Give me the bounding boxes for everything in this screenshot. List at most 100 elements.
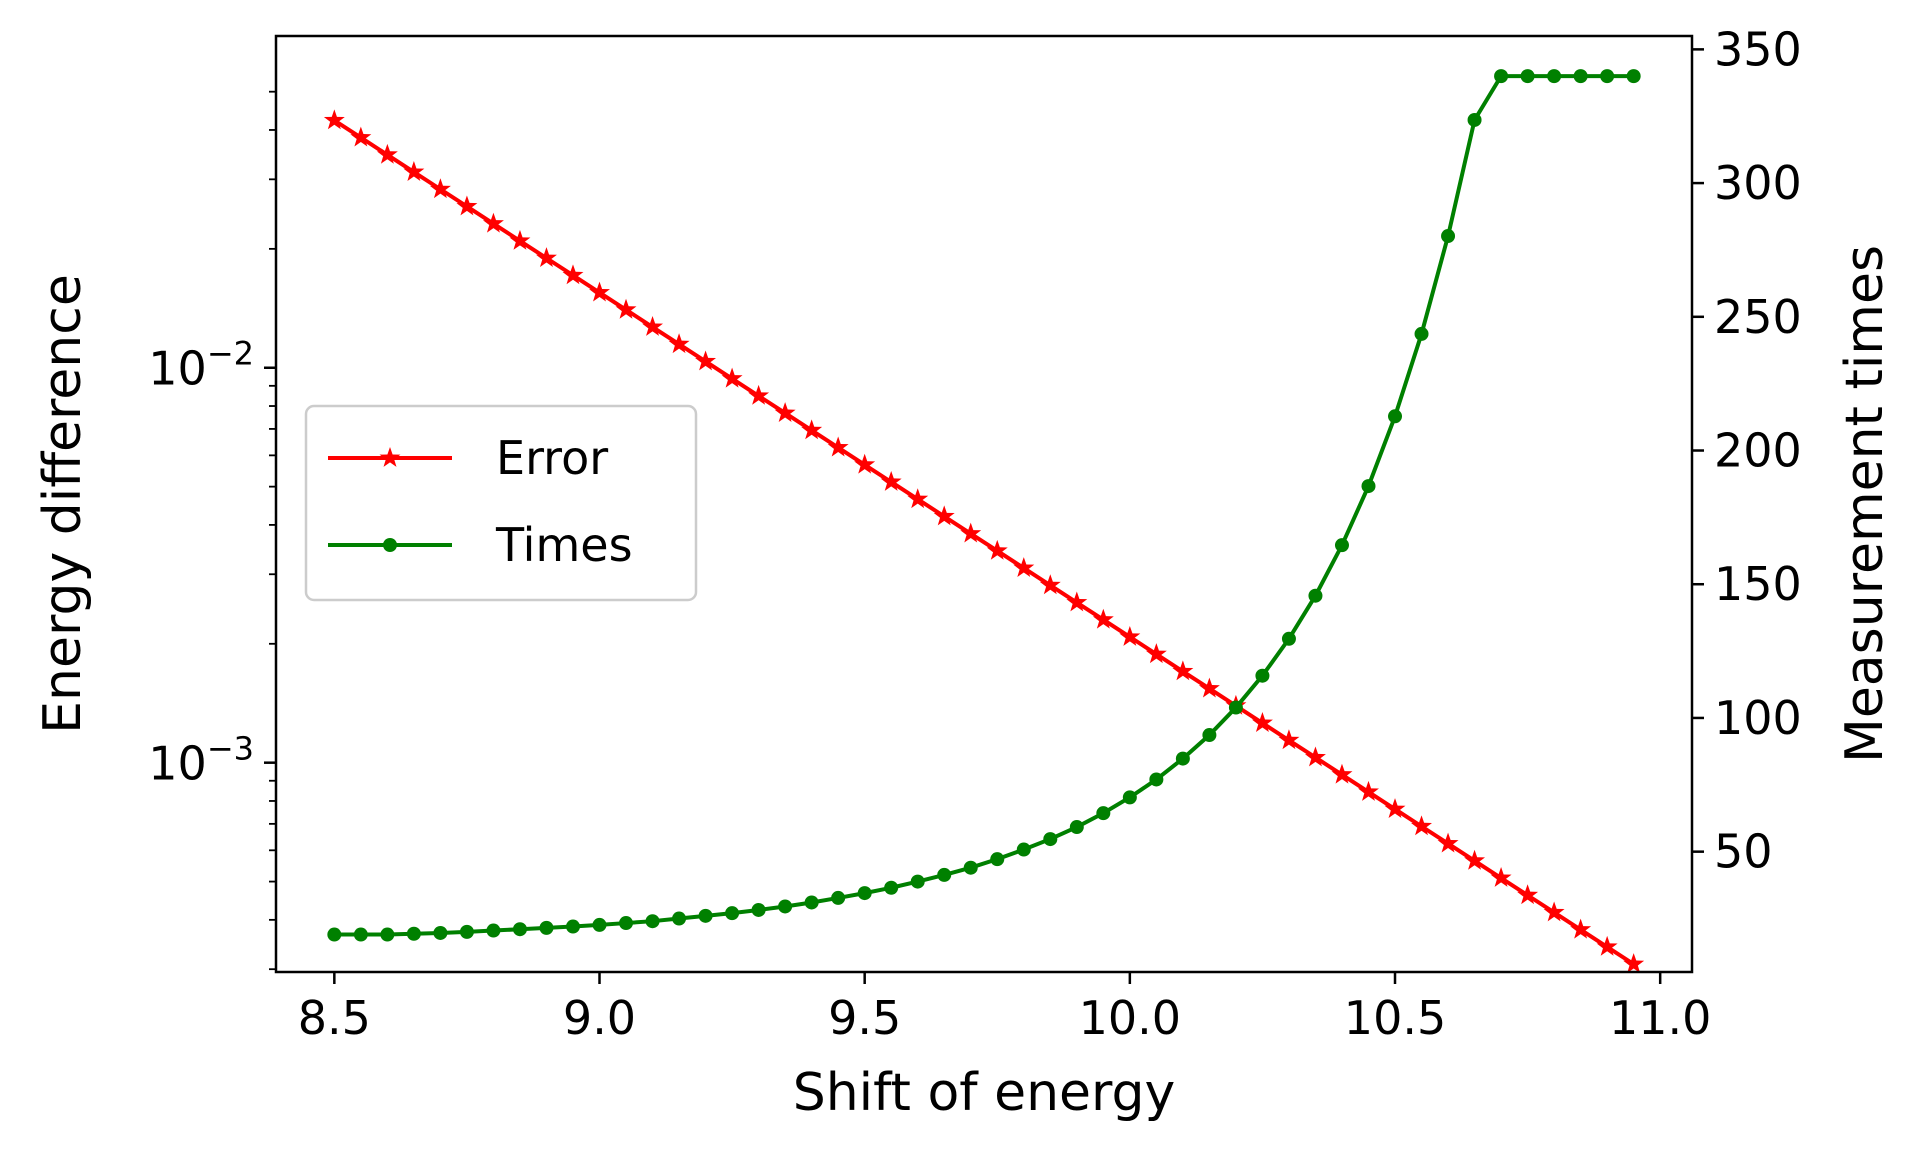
y-left-tick-label: 10−2 [148,335,254,396]
times-point [963,860,978,875]
times-point [804,895,819,910]
y-right-axis-label: Measurement times [1835,245,1895,763]
times-point [698,908,713,923]
plot-frame [274,34,1694,974]
times-point [990,852,1005,867]
y-right-axis: 50 100 150 200 250 300 350 [1692,22,1802,879]
y-right-tick-label: 350 [1714,22,1802,76]
error-point [403,161,425,181]
error-point [933,505,955,526]
x-tick-label: 10.5 [1344,991,1446,1045]
error-point [1543,901,1565,922]
error-point [907,488,929,509]
times-point [1096,806,1111,821]
legend-entry-error: Error [328,431,608,485]
times-point [459,924,474,939]
x-axis-label: Shift of energy [793,1063,1176,1123]
times-point [778,899,793,914]
error-point [1278,729,1300,750]
x-tick-label: 10.0 [1079,991,1181,1045]
error-point [668,333,690,354]
error-point [1092,608,1114,629]
times-point [512,922,527,937]
times-point [937,867,952,882]
times-point [1016,842,1031,857]
error-point [1490,867,1512,887]
times-point [1388,409,1403,424]
error-point [1437,832,1459,853]
times-point [539,920,554,935]
times-point [910,874,925,889]
legend-box [304,404,698,602]
times-point [831,890,846,905]
error-point [509,229,531,250]
times-point [565,919,580,934]
times-point [592,917,607,932]
x-tick-label: 9.5 [828,991,901,1045]
error-point [1198,677,1220,698]
times-point [1600,69,1615,84]
error-point [1596,935,1618,956]
error-point [1384,798,1406,819]
legend-marker-error [379,447,401,467]
error-point [1066,591,1088,612]
error-point [1251,712,1273,732]
times-point [1308,588,1323,603]
times-point [751,902,766,917]
error-point [615,298,637,319]
times-point [1334,538,1349,553]
times-point [1626,69,1641,84]
legend-entry-times: Times [328,518,633,572]
times-point [1467,112,1482,127]
times-point [645,914,660,929]
times-point [1175,751,1190,766]
times-point [327,927,342,942]
error-point [1517,884,1539,905]
times-point [1573,69,1588,84]
times-point [1202,728,1217,743]
x-axis: 8.5 9.0 9.5 10.0 10.5 11.0 [298,972,1711,1045]
error-point [695,350,717,371]
error-point [986,539,1008,560]
error-point [350,126,372,147]
error-point [1411,815,1432,836]
times-point [857,886,872,901]
times-point [672,911,687,926]
error-point [1358,780,1379,801]
times-point [725,906,740,921]
error-point [960,522,982,543]
error-point [1172,660,1194,681]
error-point [323,109,345,130]
y-left-tick-label: 10−3 [148,730,254,791]
error-point [429,178,451,199]
times-point [380,927,395,942]
legend-label-error: Error [496,431,608,485]
x-tick-label: 9.0 [563,991,636,1045]
times-point [433,925,448,940]
error-point [854,453,876,474]
times-point [619,916,634,931]
error-point [880,470,902,491]
error-point [801,419,823,440]
legend-label-times: Times [495,518,633,572]
times-point [884,880,899,895]
error-point [748,384,770,405]
y-right-tick-label: 100 [1714,691,1802,745]
times-point [1149,772,1164,787]
error-point [1570,918,1592,939]
legend: Error Times [304,404,698,602]
x-tick-label: 8.5 [298,991,371,1045]
error-point [536,247,557,268]
error-point [1464,849,1486,870]
error-point [1119,625,1141,646]
error-point [827,436,849,457]
times-point [1043,832,1058,847]
times-point [1122,790,1137,805]
times-point [1441,229,1456,244]
times-point [1494,69,1509,84]
error-point [589,281,610,302]
error-point [1305,746,1326,767]
error-point [456,195,478,216]
